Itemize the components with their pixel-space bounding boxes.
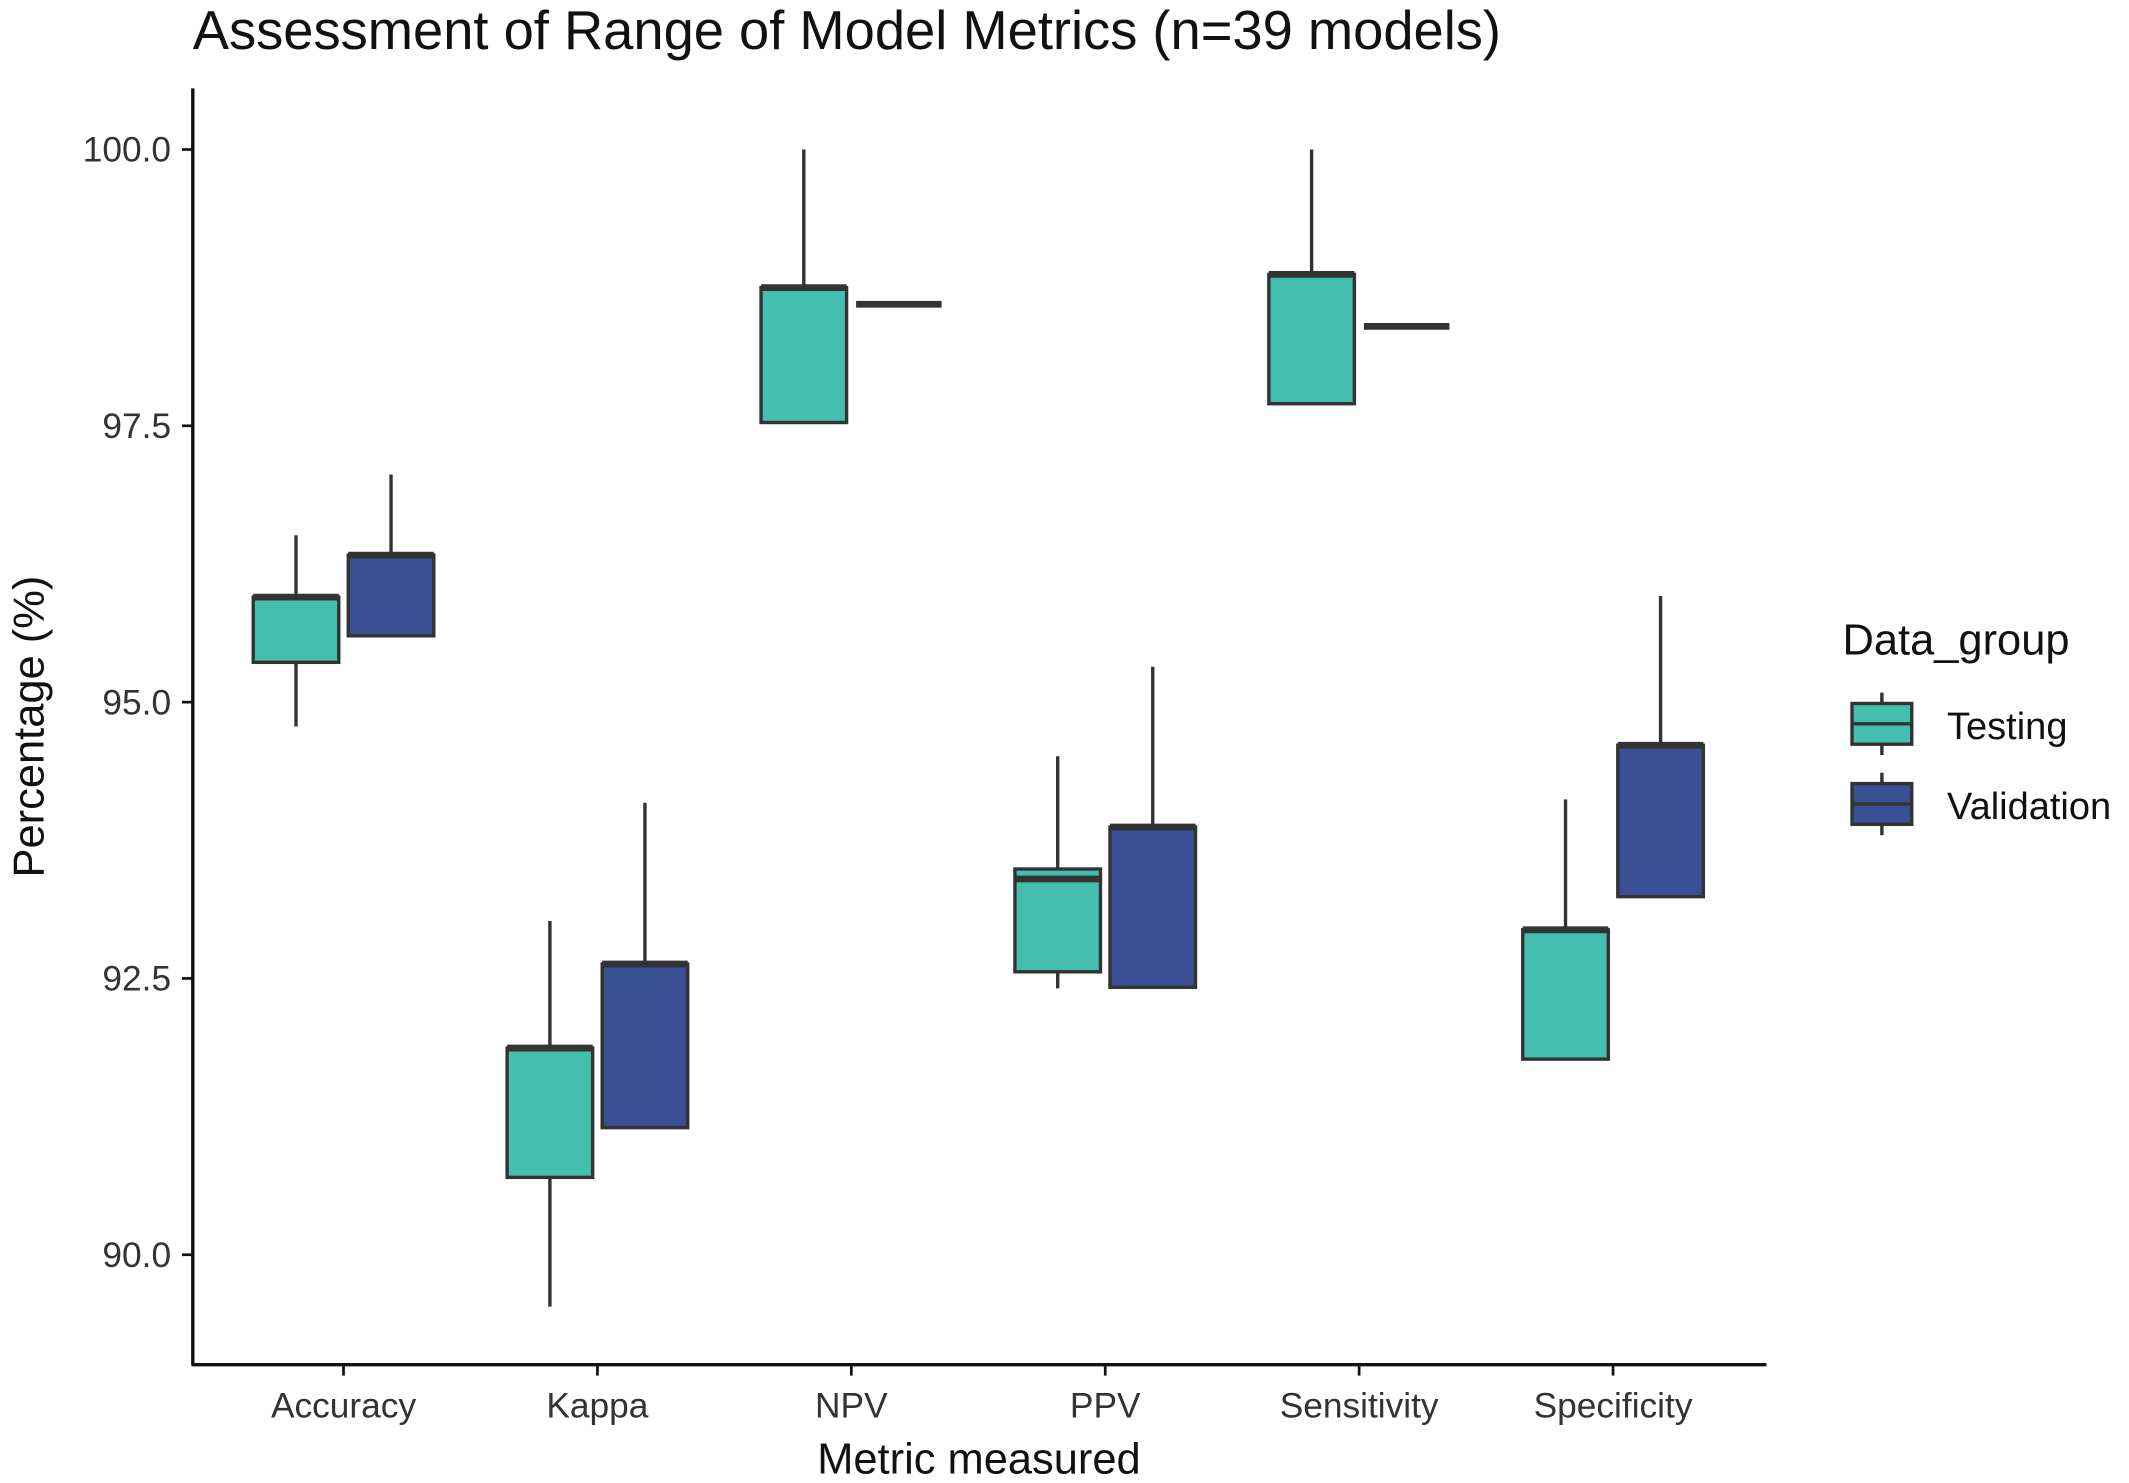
axes: [191, 88, 1767, 1367]
box-body: [1616, 743, 1706, 899]
box-validation-ppv: [1108, 666, 1198, 989]
box-validation-accuracy: [346, 474, 436, 638]
box-testing-accuracy: [251, 535, 341, 727]
box-testing-specificity: [1521, 799, 1610, 1061]
y-tick-label: 95.0: [102, 683, 171, 722]
chart-title: Assessment of Range of Model Metrics (n=…: [193, 0, 1501, 61]
box-testing-npv: [759, 149, 849, 425]
x-tick-label: Kappa: [546, 1387, 648, 1426]
y-axis-label: Percentage (%): [5, 576, 53, 878]
legend: Data_group Testing Validation: [1843, 617, 2111, 836]
x-axis-label: Metric measured: [817, 1435, 1140, 1483]
legend-item-validation: Validation: [1850, 772, 2111, 836]
x-tick-label: Accuracy: [271, 1387, 417, 1426]
box-body: [1013, 867, 1103, 974]
x-tick-label: NPV: [815, 1387, 888, 1426]
box-validation-specificity: [1616, 596, 1706, 899]
box-testing-ppv: [1013, 756, 1103, 989]
x-tick-label: Sensitivity: [1280, 1387, 1439, 1426]
box-body: [600, 962, 690, 1130]
box-body: [759, 285, 849, 425]
box-body: [1521, 928, 1610, 1061]
box-body: [346, 553, 436, 638]
box-testing-sensitivity: [1267, 149, 1357, 406]
x-tick-label: PPV: [1070, 1387, 1141, 1426]
box-body: [251, 595, 341, 665]
legend-item-testing: Testing: [1850, 692, 2067, 756]
legend-label: Validation: [1947, 786, 2111, 828]
x-tick-label: Specificity: [1534, 1387, 1693, 1426]
y-tick-label: 90.0: [102, 1236, 171, 1275]
y-tick-label: 97.5: [102, 407, 171, 446]
box-testing-kappa: [505, 920, 595, 1307]
box-body: [1267, 272, 1357, 406]
y-tick-label: 92.5: [102, 960, 171, 999]
box-validation-kappa: [600, 802, 690, 1130]
legend-label: Testing: [1947, 706, 2067, 748]
box-body: [505, 1046, 595, 1180]
legend-title: Data_group: [1843, 617, 2070, 665]
y-tick-label: 100.0: [83, 131, 171, 170]
box-body: [1108, 825, 1198, 989]
